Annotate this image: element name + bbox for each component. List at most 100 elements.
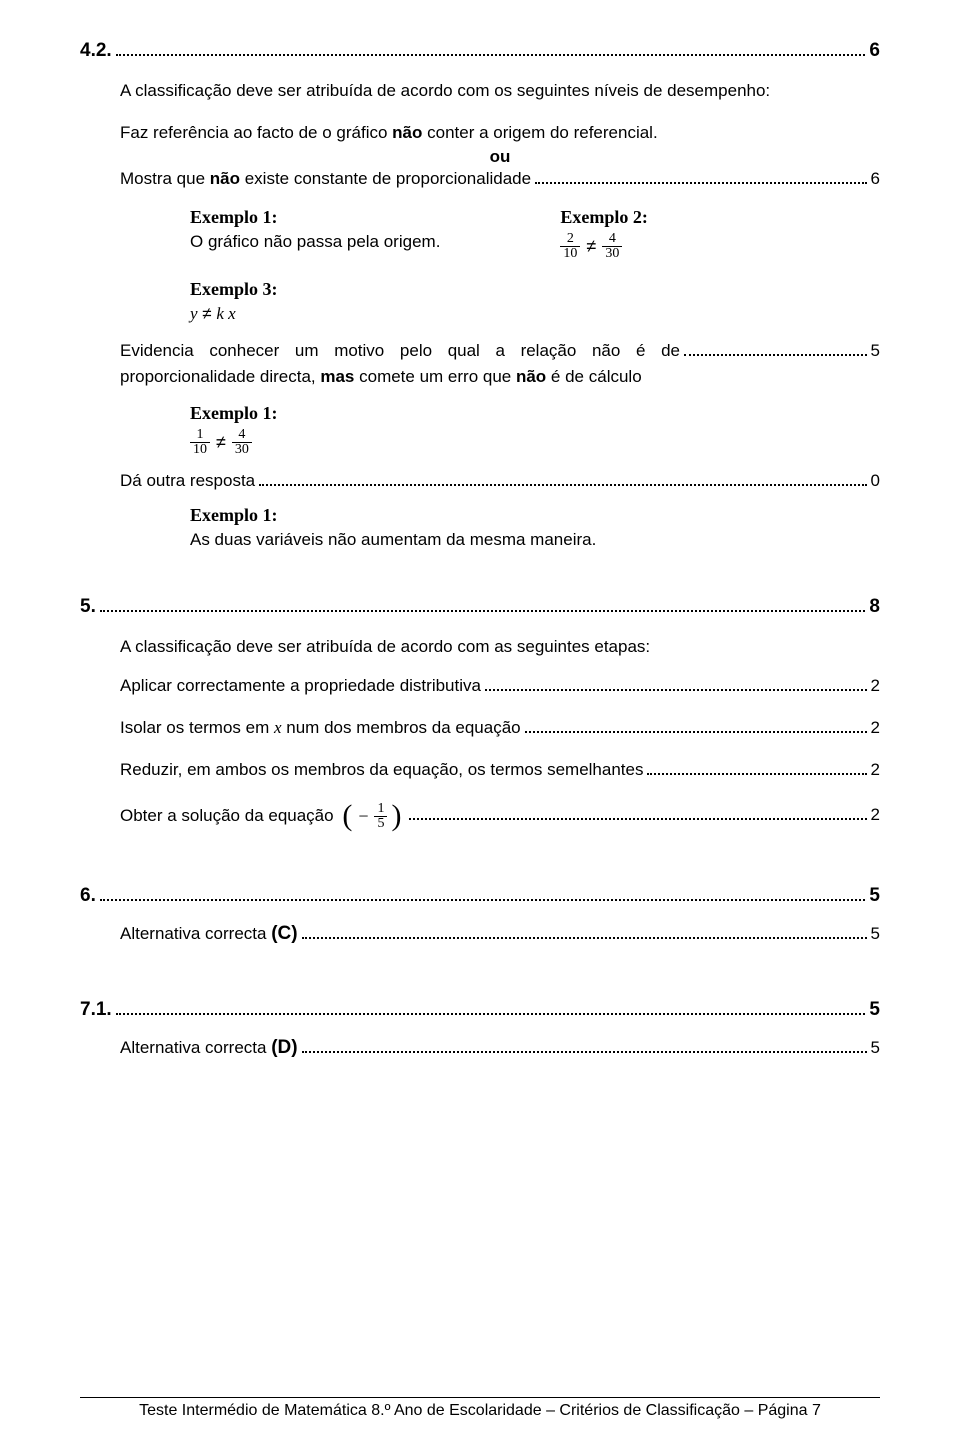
numerator: 1	[374, 802, 387, 817]
neq-icon: ≠	[580, 236, 602, 256]
alt-letter: (D)	[271, 1037, 297, 1058]
q42-examples-2: Exemplo 1: 110≠430	[190, 403, 880, 457]
text: num dos membros da equação	[282, 718, 521, 737]
q5-step3-line: Reduzir, em ambos os membros da equação,…	[120, 760, 880, 780]
example-1c-label: Exemplo 1:	[190, 505, 880, 526]
example-2-label: Exemplo 2:	[560, 207, 648, 228]
q42-criterion1: Faz referência ao facto de o gráfico não…	[120, 120, 880, 146]
q71-body: Alternativa correcta (D) 5	[120, 1037, 880, 1059]
text: Isolar os termos em	[120, 718, 274, 737]
q71-heading: 7.1. 5	[80, 999, 880, 1021]
solution-paren: ( − 15 )	[338, 802, 405, 831]
example-1c-text: As duas variáveis não aumentam da mesma …	[190, 530, 880, 550]
text: Alternativa correcta	[120, 924, 271, 943]
dots	[485, 689, 867, 691]
page-footer: Teste Intermédio de Matemática 8.º Ano d…	[80, 1397, 880, 1420]
dots	[409, 818, 866, 820]
q71-number: 7.1.	[80, 999, 112, 1021]
example-1: Exemplo 1: O gráfico não passa pela orig…	[190, 207, 440, 261]
example-1c: Exemplo 1: As duas variáveis não aumenta…	[190, 505, 880, 550]
text: Faz referência ao facto de o gráfico	[120, 123, 392, 142]
fraction: 15	[374, 802, 387, 831]
footer-text: Teste Intermédio de Matemática 8.º Ano d…	[139, 1402, 821, 1419]
q42-criterion3-line: Evidencia conhecer um motivo pelo qual a…	[120, 338, 880, 389]
alt-letter: (C)	[271, 923, 297, 944]
fraction: 110	[190, 428, 210, 457]
example-row: Exemplo 1: O gráfico não passa pela orig…	[190, 207, 880, 261]
text: comete um erro que	[354, 367, 516, 386]
var-k: k	[216, 304, 224, 323]
q71-alt: Alternativa correcta (D)	[120, 1037, 298, 1059]
dots	[259, 484, 866, 486]
dots	[302, 937, 867, 939]
text: é de cálculo	[546, 367, 641, 386]
neq-icon: ≠	[198, 304, 217, 323]
numerator: 4	[602, 232, 622, 247]
q5-step3: Reduzir, em ambos os membros da equação,…	[120, 760, 643, 780]
q5-step2: Isolar os termos em x num dos membros da…	[120, 718, 521, 738]
dots	[116, 1013, 866, 1015]
paren-left-icon: (	[338, 807, 356, 825]
text: existe constante de proporcionalidade	[240, 169, 531, 188]
example-2-math: 210≠430	[560, 232, 648, 261]
q6-points: 5	[869, 885, 880, 907]
text: Obter a solução da equação	[120, 805, 338, 824]
var-x: x	[274, 718, 282, 737]
q6-body: Alternativa correcta (C) 5	[120, 923, 880, 945]
text-bold: não	[392, 123, 422, 142]
example-3-math: y ≠ k x	[190, 304, 880, 324]
q42-number: 4.2.	[80, 40, 112, 62]
denominator: 5	[374, 817, 387, 831]
text: Mostra que	[120, 169, 210, 188]
numerator: 2	[560, 232, 580, 247]
q6-heading: 6. 5	[80, 885, 880, 907]
q71-alt-line: Alternativa correcta (D) 5	[120, 1037, 880, 1059]
q5-body: A classificação deve ser atribuída de ac…	[120, 634, 880, 831]
denominator: 10	[190, 443, 210, 457]
q5-number: 5.	[80, 596, 96, 618]
dots	[684, 354, 867, 356]
q5-points: 8	[869, 596, 880, 618]
dots	[525, 731, 867, 733]
example-3-label: Exemplo 3:	[190, 279, 880, 300]
q6-number: 6.	[80, 885, 96, 907]
q42-examples-3: Exemplo 1: As duas variáveis não aumenta…	[190, 505, 880, 550]
denominator: 10	[560, 247, 580, 261]
example-1b-math: 110≠430	[190, 428, 880, 457]
fraction: 430	[232, 428, 252, 457]
q5-step4-line: Obter a solução da equação ( − 15 ) 2	[120, 802, 880, 831]
example-1-text: O gráfico não passa pela origem.	[190, 232, 440, 252]
example-3: Exemplo 3: y ≠ k x	[190, 279, 880, 324]
or-label: ou	[120, 147, 880, 167]
q5-step4: Obter a solução da equação ( − 15 )	[120, 802, 405, 831]
example-2: Exemplo 2: 210≠430	[560, 207, 648, 261]
dots	[100, 610, 866, 612]
q6-alt-line: Alternativa correcta (C) 5	[120, 923, 880, 945]
q42-criterion4: Dá outra resposta	[120, 471, 255, 491]
dots	[116, 54, 866, 56]
q5-step2-line: Isolar os termos em x num dos membros da…	[120, 718, 880, 738]
q42-crit4-pts: 0	[871, 471, 880, 491]
q5-step1-line: Aplicar correctamente a propriedade dist…	[120, 676, 880, 696]
text: conter a origem do referencial.	[422, 123, 657, 142]
q42-crit2-pts: 6	[871, 169, 880, 189]
q42-points: 6	[869, 40, 880, 62]
numerator: 1	[190, 428, 210, 443]
denominator: 30	[602, 247, 622, 261]
dots	[100, 899, 866, 901]
q71-alt-pts: 5	[871, 1038, 880, 1058]
q6-alt-pts: 5	[871, 924, 880, 944]
q42-intro: A classificação deve ser atribuída de ac…	[120, 78, 880, 104]
dots	[302, 1051, 867, 1053]
q5-step2-pts: 2	[871, 718, 880, 738]
q42-criterion4-line: Dá outra resposta 0	[120, 471, 880, 491]
q42-examples-1: Exemplo 1: O gráfico não passa pela orig…	[190, 207, 880, 324]
q42-body: A classificação deve ser atribuída de ac…	[120, 78, 880, 550]
example-1-label: Exemplo 1:	[190, 207, 440, 228]
minus-icon: −	[356, 806, 374, 827]
q5-intro: A classificação deve ser atribuída de ac…	[120, 634, 880, 660]
q42-criterion3: Evidencia conhecer um motivo pelo qual a…	[120, 338, 680, 389]
q5-step4-pts: 2	[871, 805, 880, 825]
dots	[535, 182, 866, 184]
q6-alt: Alternativa correcta (C)	[120, 923, 298, 945]
